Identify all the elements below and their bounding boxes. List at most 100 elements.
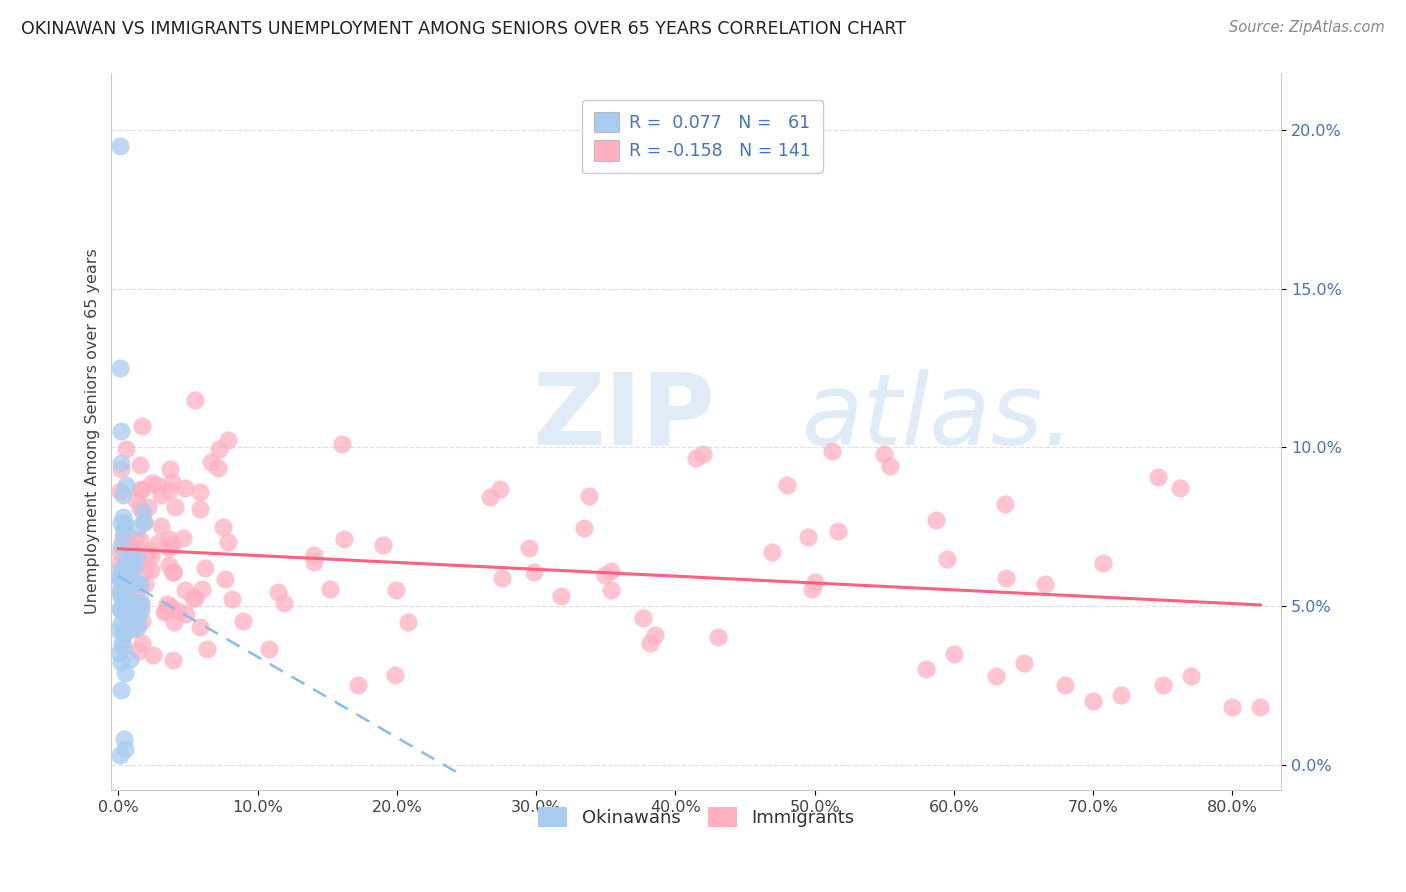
Point — [131, 636, 153, 650]
Point — [984, 669, 1007, 683]
Point — [110, 655, 132, 669]
Point — [600, 583, 623, 598]
Point — [550, 589, 572, 603]
Point — [797, 530, 820, 544]
Point — [593, 567, 616, 582]
Point — [125, 492, 148, 507]
Point — [127, 616, 149, 631]
Point — [801, 582, 824, 597]
Point — [110, 682, 132, 697]
Point — [267, 584, 290, 599]
Point — [1109, 688, 1132, 702]
Point — [141, 562, 163, 576]
Point — [115, 558, 138, 573]
Point — [915, 662, 938, 676]
Point — [195, 641, 218, 656]
Point — [131, 595, 153, 609]
Point — [124, 615, 146, 629]
Point — [124, 556, 146, 570]
Point — [125, 547, 148, 561]
Point — [120, 558, 142, 573]
Point — [108, 572, 131, 586]
Point — [108, 557, 131, 571]
Point — [125, 585, 148, 599]
Point — [162, 653, 184, 667]
Point — [174, 481, 197, 495]
Point — [108, 545, 131, 559]
Point — [110, 425, 132, 439]
Point — [578, 489, 600, 503]
Point — [114, 478, 136, 492]
Point — [873, 447, 896, 461]
Point — [172, 532, 194, 546]
Point — [599, 564, 621, 578]
Point — [1091, 556, 1114, 570]
Point — [995, 571, 1018, 585]
Point — [804, 575, 827, 590]
Point — [115, 567, 138, 582]
Point — [111, 510, 134, 524]
Point — [160, 475, 183, 489]
Point — [217, 434, 239, 448]
Point — [108, 602, 131, 616]
Point — [115, 585, 138, 599]
Point — [925, 513, 948, 527]
Point — [194, 560, 217, 574]
Point — [685, 450, 707, 465]
Point — [165, 500, 187, 515]
Point — [121, 622, 143, 636]
Point — [155, 603, 177, 617]
Point — [112, 519, 135, 533]
Point — [110, 603, 132, 617]
Point — [631, 610, 654, 624]
Point — [139, 549, 162, 563]
Point — [994, 498, 1017, 512]
Point — [110, 615, 132, 630]
Point — [120, 593, 142, 607]
Point — [150, 518, 173, 533]
Point — [129, 602, 152, 616]
Point — [110, 573, 132, 587]
Point — [132, 505, 155, 519]
Point — [188, 484, 211, 499]
Point — [1222, 700, 1244, 714]
Point — [110, 516, 132, 531]
Point — [200, 455, 222, 469]
Point — [302, 548, 325, 562]
Point — [346, 678, 368, 692]
Point — [112, 732, 135, 747]
Point — [121, 549, 143, 563]
Point — [114, 555, 136, 569]
Point — [112, 627, 135, 641]
Point — [112, 625, 135, 640]
Point — [160, 599, 183, 614]
Point — [523, 565, 546, 579]
Point — [157, 558, 180, 573]
Point — [159, 461, 181, 475]
Point — [146, 536, 169, 550]
Legend: Okinawans, Immigrants: Okinawans, Immigrants — [531, 799, 862, 835]
Point — [638, 636, 661, 650]
Point — [207, 461, 229, 475]
Point — [124, 610, 146, 624]
Point — [128, 577, 150, 591]
Point — [129, 598, 152, 612]
Point — [176, 607, 198, 621]
Point — [134, 563, 156, 577]
Point — [127, 644, 149, 658]
Point — [110, 568, 132, 582]
Point — [134, 576, 156, 591]
Point — [114, 741, 136, 756]
Point — [162, 538, 184, 552]
Point — [827, 524, 849, 539]
Point — [108, 623, 131, 637]
Point — [142, 648, 165, 663]
Point — [125, 596, 148, 610]
Point — [879, 458, 901, 473]
Point — [149, 488, 172, 502]
Point — [157, 532, 180, 546]
Text: atlas.: atlas. — [801, 368, 1076, 466]
Point — [1152, 678, 1174, 692]
Text: ZIP: ZIP — [533, 368, 716, 466]
Point — [139, 544, 162, 558]
